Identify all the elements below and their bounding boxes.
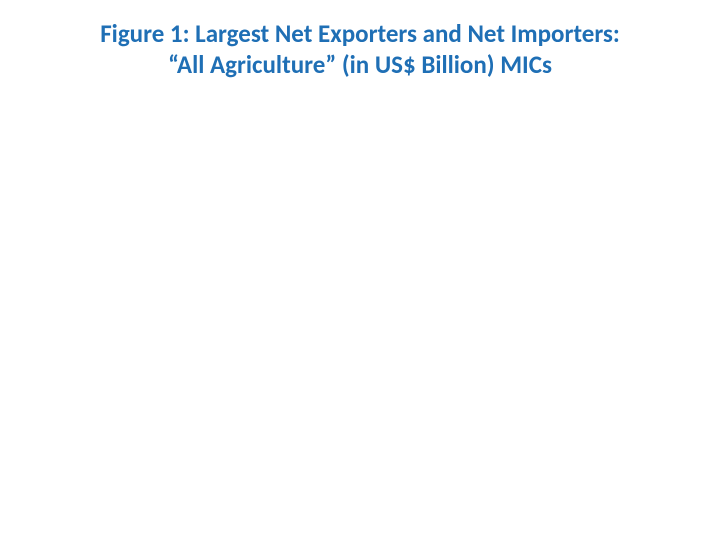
figure-title-line-2: “All Agriculture” (in US$ Billion) MICs	[30, 49, 690, 80]
figure-title-block: Figure 1: Largest Net Exporters and Net …	[0, 18, 720, 81]
figure-title-line-1: Figure 1: Largest Net Exporters and Net …	[30, 18, 690, 49]
